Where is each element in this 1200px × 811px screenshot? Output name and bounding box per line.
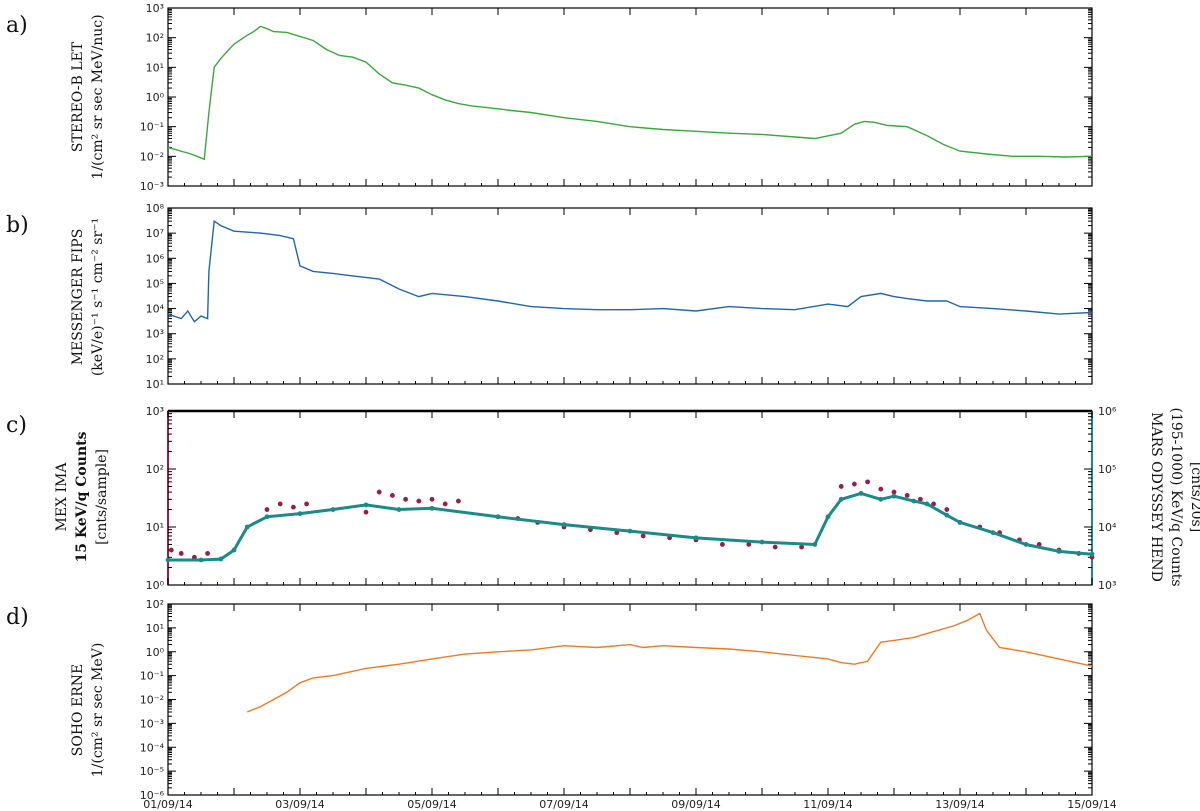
- panel-2-series-0-point: [918, 496, 923, 502]
- panel-0-ytick-label: 10³: [146, 2, 164, 15]
- panel-3-ytick-label: 10¹: [146, 622, 164, 635]
- panel-d-ylabel-1: SOHO ERNE: [70, 664, 86, 756]
- panel-2-series-0-point: [291, 504, 296, 510]
- panel-3-ytick-label: 10⁰: [146, 646, 165, 659]
- panel-2-series-0-point: [168, 547, 174, 553]
- panel-2-series-0-point: [277, 501, 283, 507]
- panel-c-ylabel-2: 15 KeV/q Counts: [74, 431, 90, 562]
- date-label: 05/09/14: [407, 798, 456, 811]
- panel-a-label: a): [6, 13, 28, 38]
- panel-2-series-0-point: [205, 551, 211, 556]
- panel-2-series-0-point: [944, 507, 950, 512]
- panel-a-ylabel-1: STEREO-B LET: [70, 41, 86, 152]
- panel-2-series-0-point: [363, 509, 369, 515]
- panel-3-ytick-label: 10⁻¹: [140, 670, 164, 683]
- panel-c-right-ylabel-1: MARS ODYSSEY HEND: [1148, 412, 1164, 582]
- date-label: 03/09/14: [275, 798, 324, 811]
- panel-c-right-ytick-label: 10⁶: [1098, 405, 1117, 418]
- panel-2-series-0-point: [931, 501, 936, 507]
- panel-2-series-0-point: [416, 498, 422, 504]
- panel-1-ytick-label: 10²: [146, 353, 164, 366]
- panel-1-series-0-line: [167, 219, 1093, 323]
- panel-1-ytick-label: 10¹: [146, 378, 164, 391]
- panel-3-ytick-label: 10⁻⁴: [140, 741, 165, 754]
- panel-2-series-0-point: [904, 493, 910, 498]
- panel-2-series-0-point: [838, 484, 844, 489]
- panel-0-ytick-label: 10²: [146, 32, 164, 45]
- panel-b-ylabel-2: (keV/e)⁻¹ s⁻¹ cm⁻² sr⁻¹: [90, 218, 106, 376]
- panel-c-right-ylabel-3: [cnts/20s]: [1188, 462, 1200, 532]
- panel-2-frame: [167, 410, 1093, 586]
- panel-c-right-ylabel-2: (195-1000) KeV/q Counts: [1168, 407, 1184, 586]
- panel-0-ytick-label: 10¹: [146, 61, 164, 74]
- panel-2-ytick-label: 10⁰: [146, 579, 165, 592]
- panel-3-ytick-label: 10⁻⁶: [140, 789, 165, 802]
- panel-3-frame: [167, 603, 1093, 796]
- panel-2-series-1-line: [168, 491, 1093, 562]
- panel-3-ytick-label: 10⁻⁵: [140, 765, 164, 778]
- date-label: 01/09/14: [143, 798, 192, 811]
- panel-b-ylabel-1: MESSENGER FIPS: [70, 229, 86, 366]
- panel-2-series-0-point: [746, 542, 752, 547]
- panel-0-ytick-label: 10⁰: [146, 91, 165, 104]
- panel-2-ytick-label: 10³: [146, 405, 164, 418]
- panel-1-ytick-label: 10⁴: [146, 303, 165, 316]
- panel-c-right-ytick-label: 10³: [1098, 579, 1116, 592]
- panel-2-series-0-point: [456, 498, 461, 504]
- panel-2-series-0-point: [852, 481, 857, 487]
- panel-3-ytick-label: 10⁻³: [140, 717, 164, 730]
- panel-2-series-0-point: [640, 533, 646, 539]
- panel-0-ytick-label: 10⁻³: [140, 180, 164, 193]
- panel-0-ytick-label: 10⁻¹: [140, 121, 164, 134]
- panel-2-series-0-point: [264, 507, 270, 512]
- plot-layer: 10⁻³ 10⁻² 10⁻¹ 10⁰ 10¹ 10² 10³ 10¹ 10² 10³ 10⁴ 10⁵ 1…: [140, 2, 1117, 802]
- date-label: 13/09/14: [935, 798, 984, 811]
- panel-2-series-0-point: [799, 544, 804, 550]
- panel-a-ylabel-2: 1/(cm² sr sec MeV/nuc): [90, 14, 106, 179]
- panel-1-ytick-label: 10⁵: [146, 277, 164, 290]
- panel-1-ytick-label: 10⁷: [146, 227, 164, 240]
- panel-c-right-ytick-label: 10⁵: [1098, 463, 1116, 476]
- panel-1-ytick-label: 10³: [146, 328, 164, 341]
- panel-3-series-0-line: [246, 612, 1093, 713]
- panel-0-ytick-label: 10⁻²: [140, 150, 164, 163]
- date-label: 09/09/14: [671, 798, 720, 811]
- panel-1-frame: [167, 207, 1093, 385]
- panel-2-series-0-point: [878, 486, 884, 492]
- panel-3-ytick-label: 10⁻²: [140, 694, 164, 707]
- panel-c-ylabel-3: [cnts/sample]: [94, 449, 110, 545]
- panel-2-series-0-point: [720, 542, 725, 547]
- panel-2-series-0-point: [390, 493, 395, 498]
- panel-2-series-0-point: [442, 501, 448, 507]
- panel-d-ylabel-2: 1/(cm² sr sec MeV): [90, 643, 106, 778]
- date-label: 15/09/14: [1067, 798, 1116, 811]
- panel-1-ytick-label: 10⁶: [146, 252, 165, 265]
- panel-2-series-0-point: [178, 551, 184, 556]
- panel-2-series-0-point: [429, 496, 435, 502]
- panel-2-series-0-point: [865, 479, 870, 485]
- panel-2-series-0-point: [772, 544, 778, 550]
- panel-1-ytick-label: 10⁸: [146, 202, 165, 215]
- panel-0-frame: [167, 7, 1093, 187]
- date-axis: 01/09/14 03/09/14 05/09/14 07/09/14 09/09/14…: [143, 798, 1116, 811]
- panel-2-series-0-point: [891, 489, 897, 495]
- panel-c-ylabel-1: MEX IMA: [54, 462, 70, 532]
- panel-2-series-0-point: [403, 496, 408, 502]
- panel-2-series-0-point: [376, 489, 382, 495]
- panel-0-series-0-line: [167, 25, 1093, 161]
- panel-2-series-0-point: [304, 501, 309, 507]
- panel-3-ytick-label: 10²: [146, 598, 164, 611]
- panel-c-label: c): [6, 413, 27, 438]
- panel-c-right-ytick-label: 10⁴: [1098, 521, 1117, 534]
- panel-d-label: d): [6, 605, 29, 630]
- panel-2-ytick-label: 10²: [146, 463, 164, 476]
- panel-b-label: b): [6, 213, 29, 238]
- panel-2-ytick-label: 10¹: [146, 521, 164, 534]
- date-label: 11/09/14: [803, 798, 852, 811]
- date-label: 07/09/14: [539, 798, 588, 811]
